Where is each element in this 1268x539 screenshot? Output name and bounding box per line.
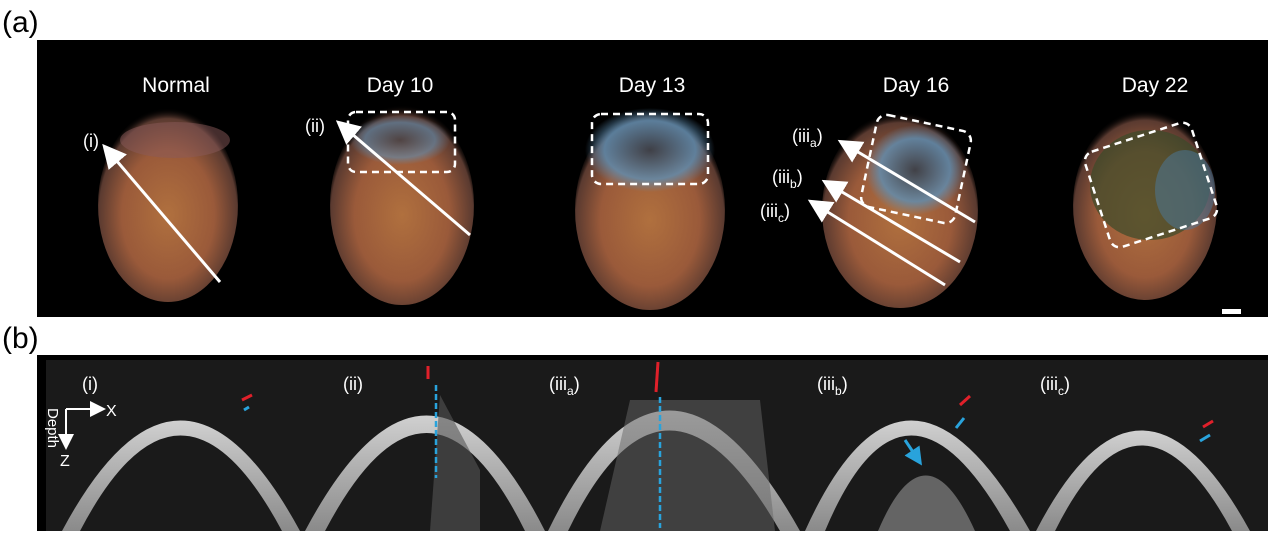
oct-section-iii-b (805, 420, 1030, 531)
x-axis-label: X (106, 403, 117, 420)
oct-section-iii-c (1036, 430, 1250, 531)
normal-vasculature-image (98, 108, 238, 302)
timepoint-title-day13: Day 13 (619, 74, 686, 97)
oct-section-ii (305, 395, 545, 531)
axis-indicator: X Z Depth (44, 401, 117, 470)
timepoint-title-day10: Day 10 (367, 74, 434, 97)
timepoint-title-day22: Day 22 (1122, 74, 1189, 97)
panel-a-label: (a) (2, 6, 39, 39)
oct-section-i (62, 420, 300, 531)
blue-marker-iii-c (1199, 433, 1211, 443)
roi-box-day13 (590, 112, 710, 186)
scale-bar (1222, 309, 1241, 314)
marker-i: (i) (83, 131, 99, 151)
timepoint-title-normal: Normal (142, 74, 210, 97)
roi-box-day10 (346, 110, 457, 174)
arrow-iii-c (807, 199, 946, 287)
roi-box-day22 (1083, 121, 1219, 249)
section-label-i: (i) (82, 374, 98, 394)
panel-b-label: (b) (2, 322, 39, 355)
marker-ii: (ii) (305, 116, 325, 136)
arrow-ii (335, 120, 471, 237)
blue-marker-iii-b (954, 417, 966, 429)
day22-vasculature-image (1073, 110, 1217, 300)
z-axis-label: Z (60, 453, 70, 470)
day13-vasculature-image (575, 108, 725, 310)
arrow-i (102, 143, 222, 283)
oct-section-iii-a (548, 400, 800, 531)
red-marker-iii-a (654, 361, 660, 393)
depth-label: Depth (44, 408, 61, 448)
red-marker-iii-c (1202, 419, 1214, 429)
timepoint-title-day16: Day 16 (883, 74, 950, 97)
section-label-ii: (ii) (343, 374, 363, 394)
arrow-iii-b (821, 179, 961, 264)
roi-box-day16 (859, 113, 973, 225)
red-marker-iii-b (958, 394, 972, 407)
blue-arrow-iii-b (903, 439, 922, 466)
blue-marker-i (243, 405, 250, 412)
red-marker-i (241, 393, 253, 402)
arrow-iii-a (837, 139, 976, 224)
